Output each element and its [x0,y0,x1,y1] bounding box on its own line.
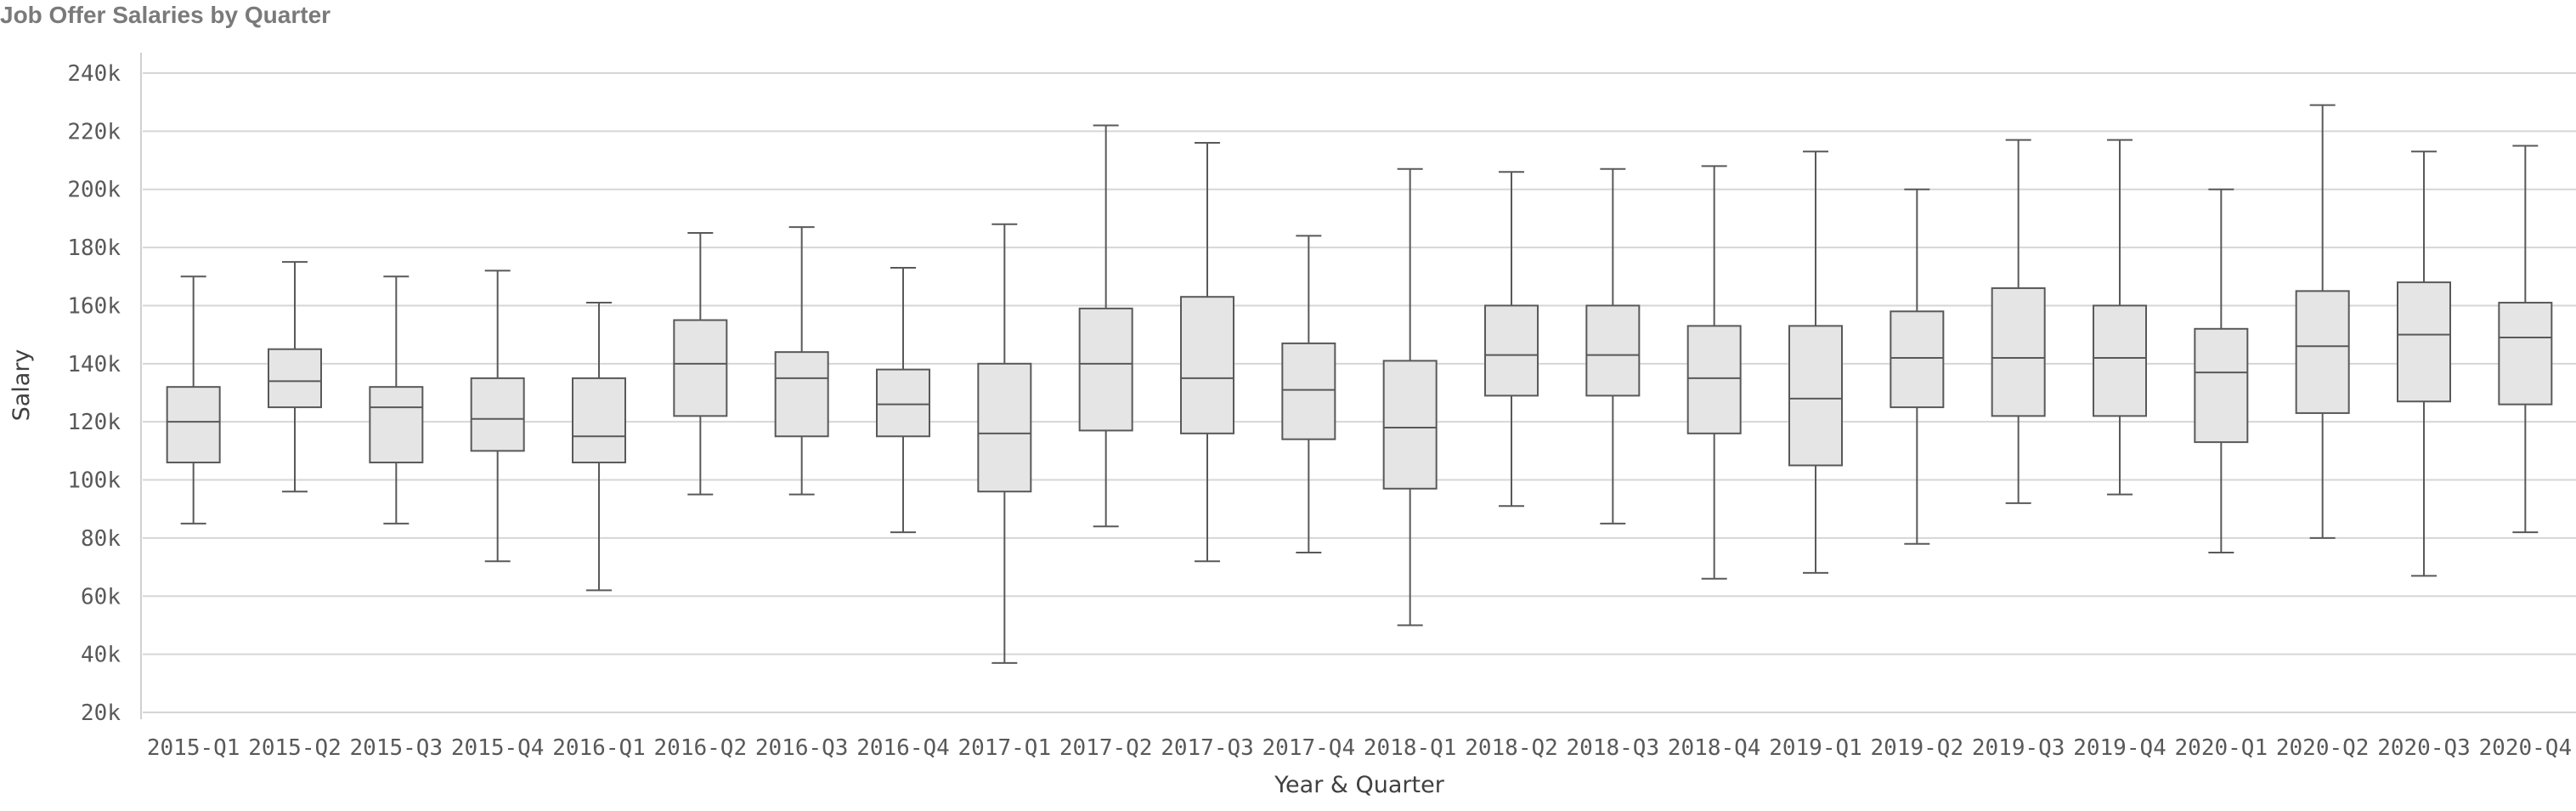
iqr-box [166,386,221,464]
x-tick-label: 2019-Q1 [1769,735,1862,761]
box-2018-Q3 [1585,167,1641,525]
x-tick-label: 2015-Q4 [451,735,545,761]
x-tick-label: 2018-Q4 [1668,735,1761,761]
iqr-box [2397,281,2451,403]
box-2019-Q4 [2093,139,2147,496]
iqr-box [1686,325,1742,434]
iqr-box [977,362,1032,493]
x-tick-label: 2017-Q4 [1263,735,1356,761]
chart-title: Job Offer Salaries by Quarter [0,2,331,28]
x-axis-ticks: 2015-Q1 2015-Q2 2015-Q3 2015-Q4 2016-Q1 2016-… [147,735,2572,761]
x-tick-label: 2017-Q2 [1059,735,1153,761]
y-tick-label: 160k [67,293,121,319]
box-2020-Q3 [2397,150,2451,577]
box-2017-Q2 [1078,124,1133,528]
y-tick-label: 180k [67,235,121,261]
x-tick-label: 2016-Q2 [654,735,748,761]
iqr-box [268,348,322,409]
y-tick-label: 40k [81,643,121,668]
y-tick-label: 140k [67,352,121,377]
gridlines [143,72,2576,713]
box-2020-Q1 [2194,188,2249,553]
box-2016-Q3 [774,226,829,496]
box-2019-Q1 [1788,150,1843,574]
iqr-box [1890,310,1945,409]
box-2020-Q4 [2498,145,2553,534]
x-tick-label: 2015-Q2 [248,735,342,761]
box-2017-Q4 [1281,235,1336,553]
iqr-box [1484,304,1539,397]
x-tick-label: 2020-Q4 [2479,735,2573,761]
y-tick-label: 20k [81,700,121,726]
x-tick-label: 2020-Q2 [2276,735,2370,761]
box-2018-Q4 [1686,165,1742,580]
y-tick-label: 240k [67,61,121,87]
box-series [166,104,2553,664]
iqr-box [2093,304,2147,417]
box-2020-Q2 [2295,104,2350,539]
y-tick-label: 80k [81,526,121,552]
y-axis-title: Salary [8,349,35,422]
box-2015-Q1 [166,275,221,525]
x-tick-label: 2020-Q1 [2175,735,2268,761]
x-tick-label: 2017-Q1 [958,735,1052,761]
box-2016-Q1 [572,302,626,592]
iqr-box [2295,290,2350,414]
box-2018-Q1 [1382,167,1438,627]
x-tick-label: 2018-Q2 [1465,735,1558,761]
x-tick-label: 2019-Q3 [1972,735,2065,761]
x-tick-label: 2020-Q3 [2377,735,2471,761]
iqr-box [1281,342,1336,440]
iqr-box [1585,304,1641,397]
x-tick-label: 2015-Q1 [147,735,240,761]
y-tick-label: 100k [67,468,121,494]
x-tick-label: 2019-Q2 [1871,735,1964,761]
iqr-box [1078,307,1133,432]
box-2016-Q4 [876,267,930,534]
y-tick-label: 120k [67,410,121,435]
x-tick-label: 2016-Q3 [755,735,849,761]
box-2015-Q4 [470,269,525,563]
iqr-box [876,368,930,438]
iqr-box [572,377,626,464]
box-2018-Q2 [1484,171,1539,508]
x-tick-label: 2016-Q4 [856,735,950,761]
x-tick-label: 2018-Q3 [1567,735,1660,761]
iqr-box [2498,302,2553,406]
iqr-box [1991,286,2046,417]
box-2019-Q2 [1890,188,1945,545]
box-2017-Q3 [1180,142,1234,563]
iqr-box [369,386,424,464]
iqr-box [1788,325,1843,467]
y-tick-label: 60k [81,584,121,610]
box-2016-Q2 [673,232,728,496]
iqr-box [2194,327,2249,444]
x-tick-label: 2019-Q4 [2073,735,2166,761]
y-tick-label: 220k [67,119,121,145]
box-2015-Q2 [268,261,322,493]
iqr-box [774,351,829,438]
iqr-box [673,319,728,417]
x-tick-label: 2016-Q1 [552,735,646,761]
iqr-box [1382,360,1438,490]
iqr-box [1180,296,1234,434]
x-tick-label: 2018-Q1 [1364,735,1457,761]
y-tick-label: 200k [67,178,121,203]
x-axis-title: Year & Quarter [1274,772,1445,798]
iqr-box [470,377,525,452]
x-tick-label: 2017-Q3 [1161,735,1254,761]
y-axis-ticks: 20k 40k 60k 80k 100k 120k 140k 160k 180k 200k 220k… [67,61,121,726]
box-2019-Q3 [1991,139,2046,504]
x-tick-label: 2015-Q3 [350,735,443,761]
box-2015-Q3 [369,275,424,525]
box-2017-Q1 [977,223,1032,664]
